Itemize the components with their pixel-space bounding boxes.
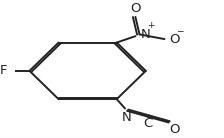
Text: O: O bbox=[130, 2, 141, 15]
Text: O: O bbox=[170, 33, 180, 46]
Text: N: N bbox=[122, 111, 132, 124]
Text: +: + bbox=[147, 21, 154, 30]
Text: F: F bbox=[0, 64, 8, 77]
Text: −: − bbox=[176, 27, 183, 36]
Text: N: N bbox=[141, 28, 150, 41]
Text: C: C bbox=[143, 117, 153, 130]
Text: O: O bbox=[170, 123, 180, 136]
